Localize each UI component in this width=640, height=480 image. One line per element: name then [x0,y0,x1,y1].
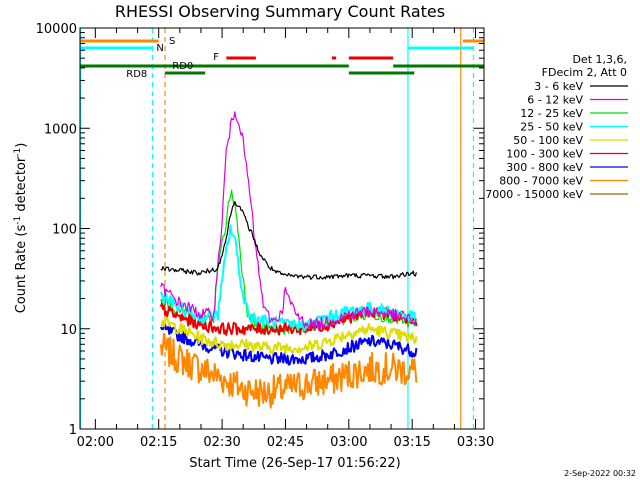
y-tick-label: 1000 [44,122,77,137]
flare-flag-label: F [213,52,219,63]
series-line-7 [159,323,418,366]
x-tick-label: 03:15 [393,435,430,450]
y-axis-label-exponent-2: -1 [13,148,23,157]
footer-date: 2-Sep-2022 00:32 [564,469,636,478]
legend-entry-label: 800 - 7000 keV [499,175,583,188]
y-axis-label-detector: detector [14,156,29,216]
x-tick-label: 03:30 [457,435,494,450]
y-axis-label-exponent-1: -1 [13,216,23,225]
series-line-2 [160,111,417,332]
series-line-6 [159,302,418,336]
rd0-flag-label: RD0 [172,61,193,72]
chart-title: RHESSI Observing Summary Count Rates [115,2,445,21]
saa-flag-label: S [169,36,175,47]
legend-header-line: FDecim 2, Att 0 [542,66,627,79]
series-layer [159,111,418,409]
x-tick-label: 03:00 [330,435,367,450]
rd8-flag-label: RD8 [126,69,147,80]
y-tick-label: 10000 [36,22,77,37]
plot-frame [79,27,485,430]
series-line-8 [159,332,418,409]
series-line-5 [160,316,418,355]
y-axis-label: Count Rate (s-1 detector-1) [13,143,29,314]
y-tick-label: 1 [69,423,77,438]
legend-entry-label: 3 - 6 keV [534,80,583,93]
x-tick-label: 02:15 [140,435,177,450]
legend-entry-label: 100 - 300 keV [506,148,583,161]
legend-header-line: Det 1,3,6, [572,53,627,66]
y-tick-label: 10 [60,323,77,338]
y-axis-label-main: Count Rate (s [14,225,29,314]
y-axis-label-close: ) [14,143,29,148]
legend-entry-label: 25 - 50 keV [520,121,583,134]
x-tick-label: 02:45 [267,435,304,450]
x-tick-label: 02:30 [203,435,240,450]
x-tick-label: 02:00 [77,435,114,450]
x-axis-label: Start Time (26-Sep-17 01:56:22) [189,456,400,471]
y-tick-label: 100 [52,223,77,238]
legend-entry-label: 300 - 800 keV [506,161,583,174]
legend-entry-label: 12 - 25 keV [520,107,583,120]
legend-entry-label: 50 - 100 keV [513,134,583,147]
legend-entry-label: 6 - 12 keV [527,94,583,107]
night-flag-label: N [156,43,163,54]
series-line-1 [160,201,417,280]
axes-layer: 1 10 100 1000 10000 02:00 02:15 02:30 02:45 03:00… [36,22,495,450]
legend-entry-label: 7000 - 15000 keV [485,188,583,201]
flag-layer: SN F RD0 RD8 [79,28,484,429]
